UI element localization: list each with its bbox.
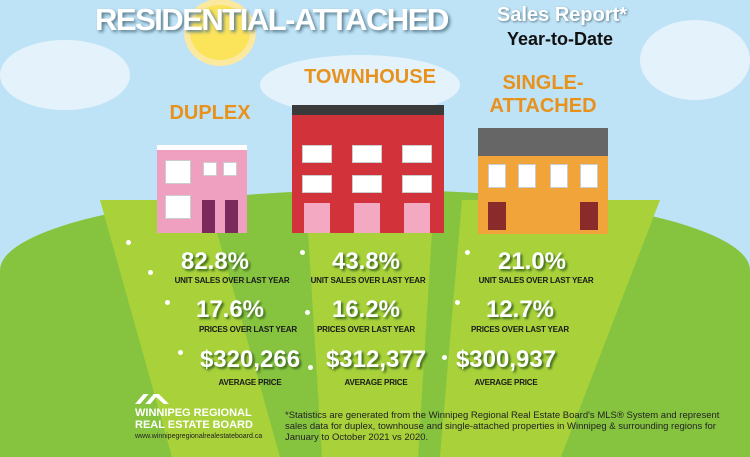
dot [300,250,305,255]
townhouse-avg-price-label: AVERAGE PRICE [344,378,408,387]
dot [465,250,470,255]
disclaimer: *Statistics are generated from the Winni… [285,410,720,443]
duplex-prices: 17.6% [195,296,265,323]
duplex-prices-label: PRICES OVER LAST YEAR [199,325,297,334]
wrreb-logo-icon [135,394,169,404]
single-avg-price: $300,937 [455,346,557,373]
townhouse-avg-price: $312,377 [325,346,427,373]
org-name-line2: REAL ESTATE BOARD [135,419,253,431]
townhouse-label: TOWNHOUSE [304,66,436,88]
townhouse-unit-sales: 43.8% [331,248,401,275]
dot [126,240,131,245]
duplex-avg-price: $320,266 [199,346,301,373]
townhouse-unit-sales-label: UNIT SALES OVER LAST YEAR [310,276,426,285]
duplex-house [157,145,247,233]
townhouse-prices: 16.2% [331,296,401,323]
website-link[interactable]: www.winnipegregionalrealestateboard.ca [135,433,263,440]
sun-icon [190,5,250,60]
single-attached-house [478,128,608,234]
report-period: Year-to-Date [507,29,614,49]
single-attached-label: SINGLE-ATTACHED [489,72,597,117]
dot [178,350,183,355]
light-beam [306,200,434,457]
single-prices-label: PRICES OVER LAST YEAR [471,325,569,334]
single-prices: 12.7% [485,296,555,323]
townhouse-house [292,105,444,233]
single-unit-sales: 21.0% [497,248,567,275]
dot [148,270,153,275]
cloud [0,40,130,110]
dot [455,300,460,305]
townhouse-prices-label: PRICES OVER LAST YEAR [317,325,415,334]
dot [305,310,310,315]
duplex-unit-sales: 82.8% [180,248,250,275]
org-name-line1: WINNIPEG REGIONAL [135,407,252,419]
cloud [640,20,750,100]
single-avg-price-label: AVERAGE PRICE [474,378,538,387]
report-subtitle: Sales Report* [497,4,628,26]
dot [165,300,170,305]
duplex-label: DUPLEX [169,102,251,124]
single-unit-sales-label: UNIT SALES OVER LAST YEAR [478,276,594,285]
duplex-unit-sales-label: UNIT SALES OVER LAST YEAR [174,276,290,285]
dot [442,355,447,360]
duplex-avg-price-label: AVERAGE PRICE [218,378,282,387]
report-title: RESIDENTIAL-ATTACHED [95,2,449,37]
dot [308,365,313,370]
